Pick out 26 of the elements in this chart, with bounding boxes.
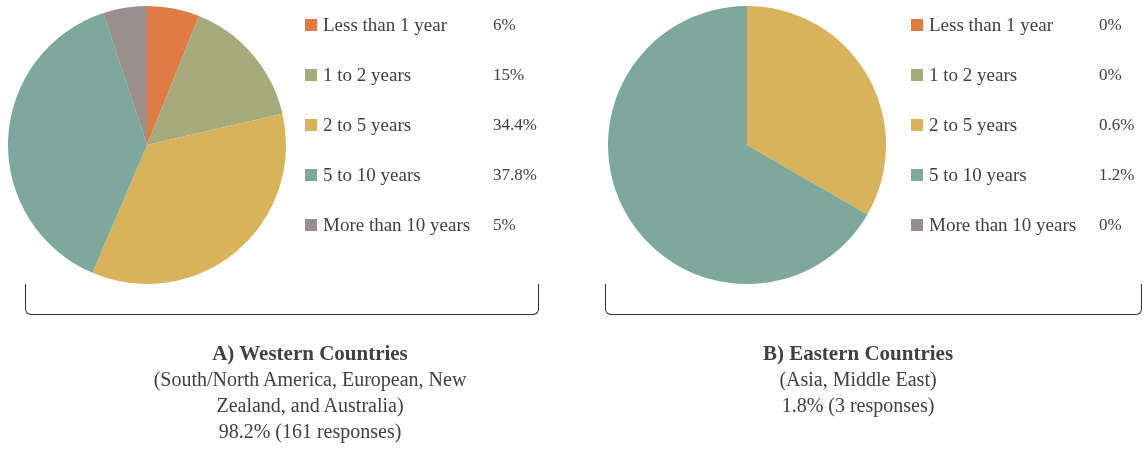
- text: 0%: [1099, 215, 1122, 234]
- data-label: 34.4%: [493, 114, 537, 136]
- text: (South/North America, European, New Zealand, and Australia): [152, 367, 468, 418]
- legend-label: More than 10 years: [929, 213, 1078, 237]
- text: 1.8% (3 responses): [780, 393, 936, 418]
- data-label: 6%: [493, 14, 516, 36]
- legend-label: 1 to 2 years: [323, 63, 413, 87]
- legend-label: 2 to 5 years: [323, 113, 413, 137]
- legend-label: 1 to 2 years: [929, 63, 1019, 87]
- data-label: 5%: [493, 214, 516, 236]
- text: 98.2% (161 responses): [217, 419, 403, 444]
- legend-label: More than 10 years: [323, 213, 472, 237]
- legend-label: 2 to 5 years: [929, 113, 1019, 137]
- data-label: 37.8%: [493, 164, 537, 186]
- text: (Asia, Middle East): [778, 367, 938, 392]
- legend-label: 5 to 10 years: [929, 163, 1028, 187]
- text: 0%: [1099, 15, 1122, 34]
- text: B) Eastern Countries: [762, 341, 954, 365]
- legend-label: Less than 1 year: [323, 13, 448, 37]
- data-label: 15%: [493, 64, 525, 86]
- legend-label: 5 to 10 years: [323, 163, 422, 187]
- text: 0%: [1099, 65, 1122, 84]
- data-label: 1.2%: [1099, 164, 1135, 186]
- legend-label: Less than 1 year: [929, 13, 1054, 37]
- text: A) Western Countries: [212, 341, 408, 365]
- data-label: 0.6%: [1099, 114, 1135, 136]
